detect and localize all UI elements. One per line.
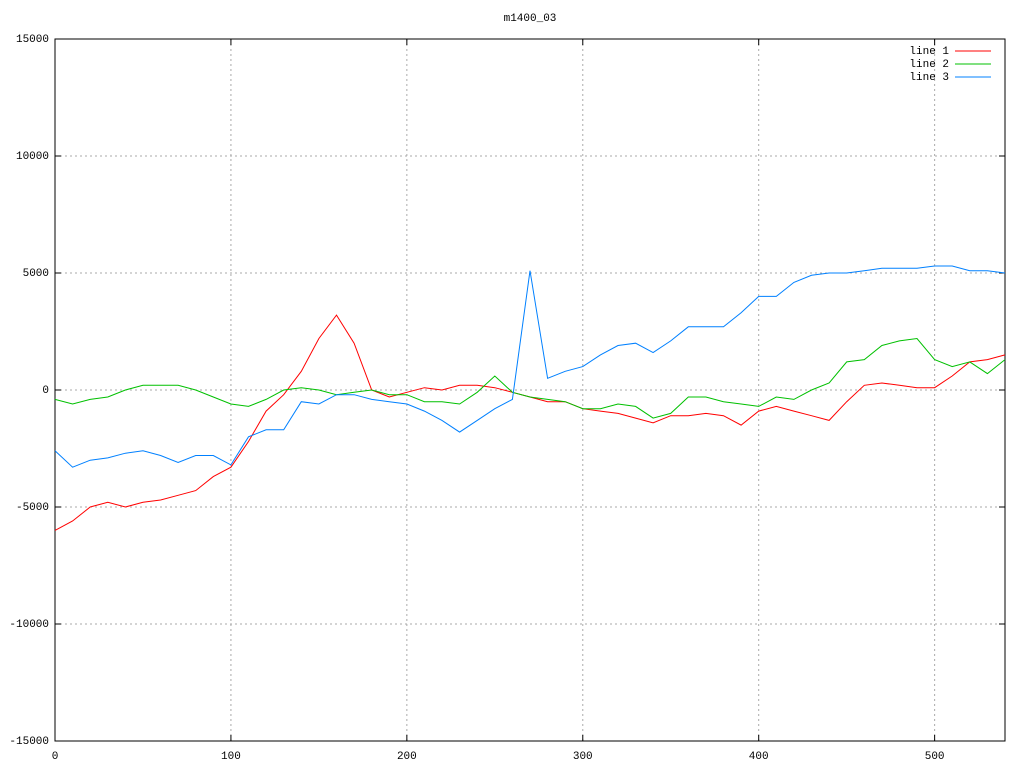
line-series	[54, 314, 1006, 531]
y-tick-label: 5000	[23, 268, 49, 280]
legend-label: line 3	[909, 72, 949, 84]
x-tick-label: 200	[397, 751, 417, 763]
chart-title: m1400_03	[504, 13, 557, 25]
legend-label: line 1	[909, 46, 949, 58]
y-tick-label: -5000	[16, 502, 49, 514]
line-series	[54, 265, 1006, 468]
y-tick-label: 0	[42, 385, 49, 397]
y-tick-label: 15000	[16, 34, 49, 46]
x-tick-label: 300	[573, 751, 593, 763]
y-tick-label: -15000	[9, 736, 49, 748]
y-tick-label: -10000	[9, 619, 49, 631]
legend-label: line 2	[909, 59, 949, 71]
y-tick-label: 10000	[16, 151, 49, 163]
plot-frame	[54, 38, 1006, 742]
line-series	[54, 337, 1006, 419]
x-tick-label: 100	[221, 751, 241, 763]
x-tick-label: 400	[749, 751, 769, 763]
x-tick-label: 500	[925, 751, 945, 763]
x-tick-label: 0	[52, 751, 59, 763]
